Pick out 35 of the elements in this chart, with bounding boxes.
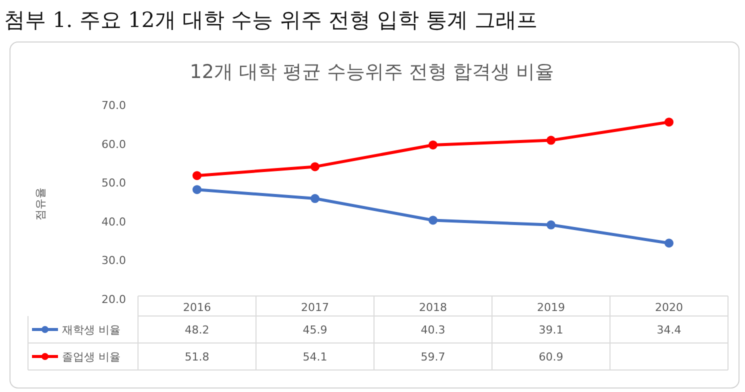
point [546, 136, 556, 145]
point [192, 185, 202, 194]
data-label: 51.8 [184, 350, 210, 364]
x-tick-label: 2016 [183, 301, 211, 314]
legend-label: 재학생 비율 [62, 324, 120, 336]
point [546, 220, 556, 230]
data-label: 40.3 [420, 324, 446, 336]
data-label: 34.4 [656, 324, 682, 336]
point [310, 194, 320, 204]
data-label: 54.1 [302, 350, 328, 364]
point [664, 238, 674, 248]
y-axis-title: 점유율 [34, 188, 47, 220]
x-tick-label: 2017 [301, 301, 329, 314]
x-tick-label: 2020 [655, 301, 683, 314]
data-label: 48.2 [184, 324, 210, 336]
chart-subtitle: 첨부 1. 주요 12개 대학 수능 위주 전형 입학 통계 그래프 [4, 8, 538, 32]
point [428, 140, 438, 150]
data-label: 39.1 [538, 324, 564, 336]
point [310, 162, 320, 172]
x-tick-label: 2019 [537, 301, 565, 314]
x-tick-label: 2018 [419, 301, 447, 314]
y-tick-label: 30.0 [102, 254, 126, 268]
point [664, 118, 674, 127]
y-tick-label: 50.0 [102, 176, 126, 190]
point [192, 171, 202, 180]
legend-label: 졸업생 비율 [62, 350, 120, 364]
data-label: 45.9 [302, 324, 328, 336]
data-label: 59.7 [420, 350, 446, 364]
y-tick-label: 40.0 [102, 215, 126, 228]
y-tick-label: 20.0 [102, 293, 126, 306]
y-tick-label: 60.0 [102, 138, 126, 151]
chart-title: 12개 대학 평균 수능위주 전형 합격생 비율 [190, 61, 554, 83]
data-label: 60.9 [538, 350, 564, 364]
point [428, 216, 438, 225]
y-tick-label: 70.0 [102, 99, 126, 112]
